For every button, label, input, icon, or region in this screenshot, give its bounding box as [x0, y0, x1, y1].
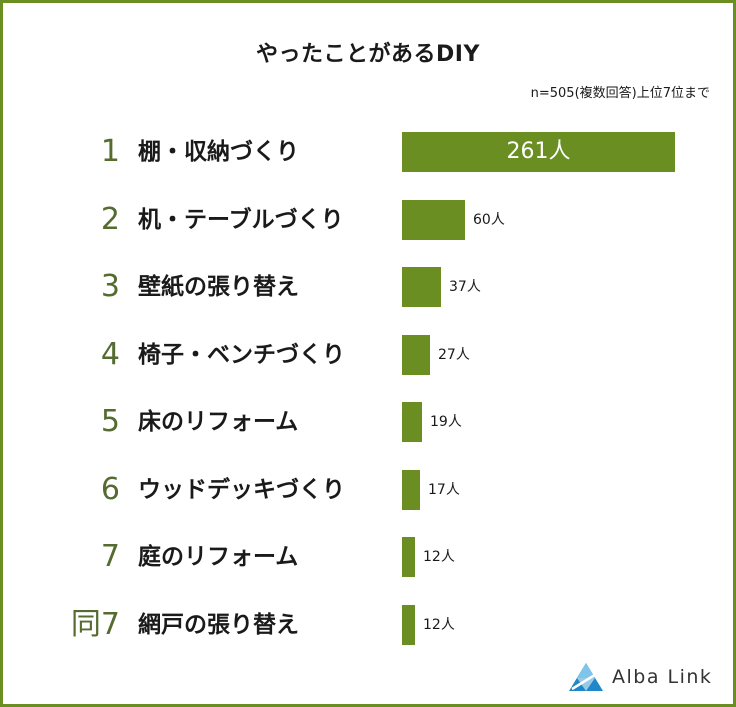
- category-label: 椅子・ベンチづくり: [138, 342, 345, 368]
- rank-number: 5: [100, 404, 120, 439]
- rank-number: 6: [100, 472, 120, 507]
- bar: [402, 605, 415, 645]
- value-label: 37人: [449, 279, 481, 295]
- category-label: 庭のリフォーム: [138, 544, 299, 570]
- value-label: 27人: [438, 347, 470, 363]
- bar: [402, 200, 465, 240]
- rank-number: 4: [100, 337, 120, 372]
- rank-number: 同7: [70, 607, 120, 642]
- category-label: 網戸の張り替え: [138, 612, 299, 638]
- category-label: 机・テーブルづくり: [138, 207, 344, 233]
- category-label: ウッドデッキづくり: [138, 477, 345, 503]
- bar: [402, 267, 441, 307]
- value-label: 12人: [423, 617, 455, 633]
- rank-number: 1: [100, 134, 120, 169]
- value-label: 12人: [423, 549, 455, 565]
- bar: [402, 335, 430, 375]
- chart-title: やったことがあるDIY: [256, 42, 480, 67]
- value-label: 60人: [473, 212, 505, 228]
- sample-note: n=505(複数回答)上位7位まで: [530, 86, 710, 101]
- bar: [402, 470, 420, 510]
- rank-number: 7: [100, 539, 120, 574]
- alba-link-triangle-icon: [569, 663, 603, 691]
- rank-number: 2: [100, 202, 120, 237]
- value-label: 261人: [506, 139, 571, 164]
- bar: [402, 537, 415, 577]
- logo-text: Alba Link: [612, 666, 713, 688]
- value-label: 19人: [430, 414, 462, 430]
- category-label: 床のリフォーム: [138, 409, 299, 435]
- bar: [402, 132, 675, 172]
- category-label: 棚・収納づくり: [138, 139, 299, 165]
- category-label: 壁紙の張り替え: [138, 274, 299, 300]
- value-label: 17人: [428, 482, 460, 498]
- bar: [402, 402, 422, 442]
- rank-number: 3: [100, 269, 120, 304]
- alba-link-logo: Alba Link: [568, 660, 712, 694]
